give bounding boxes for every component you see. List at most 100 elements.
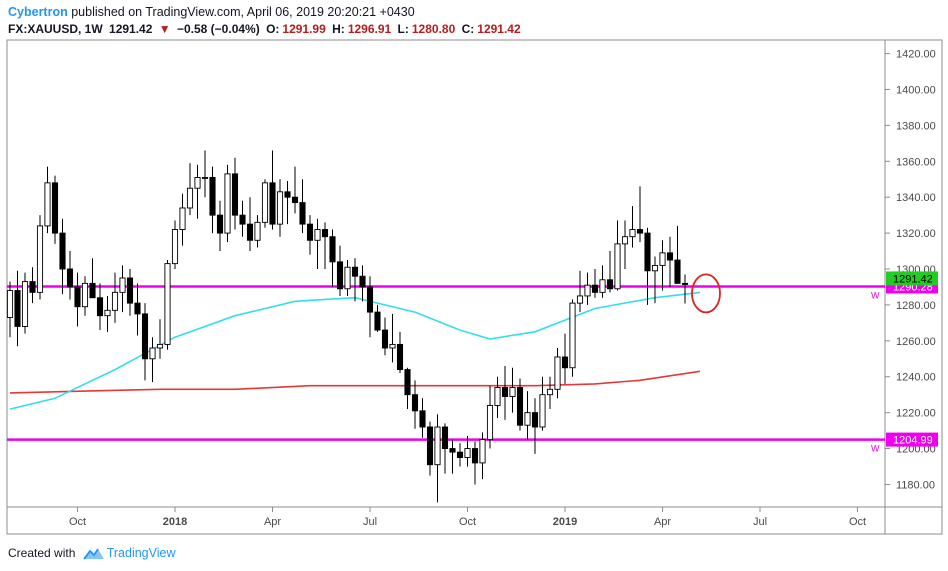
hline-price-label: 1204.99: [893, 435, 933, 447]
candle-body: [651, 264, 659, 272]
x-tick-label: Jul: [363, 516, 377, 528]
candle-body: [336, 261, 344, 290]
candle-body: [576, 295, 584, 304]
x-tick-label: 2018: [163, 516, 187, 528]
symbol-label: FX:XAUUSD, 1W: [8, 22, 103, 36]
candle-body: [44, 182, 51, 227]
candle-body: [464, 448, 471, 458]
candle-body: [584, 284, 591, 297]
candle-body: [284, 191, 291, 198]
candle-body: [239, 214, 246, 225]
candle-body: [66, 268, 74, 288]
candle-body: [501, 387, 509, 397]
ma-slow-line: [9, 370, 701, 394]
x-tick-label: Oct: [849, 516, 866, 528]
candle-body: [539, 394, 546, 428]
candle-body: [111, 291, 119, 311]
high-label: H:: [332, 22, 345, 36]
candle-body: [569, 302, 576, 369]
candle-body: [291, 196, 299, 204]
candle-body: [216, 214, 224, 234]
candle-body: [29, 281, 36, 293]
candle-body: [59, 232, 66, 270]
candle-body: [149, 347, 156, 360]
candle-body: [599, 279, 606, 293]
candle-body: [254, 221, 261, 241]
candle-body: [156, 343, 164, 349]
candle-body: [366, 286, 374, 313]
last-price-badge: [886, 271, 938, 286]
candle-body: [314, 229, 321, 241]
y-tick-label: 1360.00: [896, 156, 936, 168]
candle-body: [494, 387, 501, 406]
candle-body: [614, 243, 621, 290]
open-value: 1291.99: [282, 22, 326, 36]
candle-body: [396, 343, 404, 371]
candle-body: [6, 290, 14, 318]
publish-info: Cybertron published on TradingView.com, …: [8, 5, 415, 19]
candle-body: [509, 387, 516, 397]
close-label: C:: [461, 22, 475, 36]
candle-body: [591, 284, 599, 293]
x-tick-label: Jul: [753, 516, 767, 528]
candle-body: [126, 277, 134, 304]
candle-body: [81, 282, 89, 308]
candle-body: [321, 229, 329, 238]
candle-body: [659, 252, 666, 266]
hline-marker: W: [871, 290, 880, 300]
down-arrow-icon: ▼: [158, 22, 171, 36]
ohlc-legend: FX:XAUUSD, 1W 1291.42 ▼ −0.58 (−0.04%) O…: [8, 22, 524, 36]
candle-body: [164, 263, 171, 345]
y-tick-label: 1280.00: [896, 300, 936, 312]
candle-body: [411, 394, 419, 412]
publish-text: published on TradingView.com, April 06, …: [71, 5, 415, 19]
candle-body: [681, 282, 689, 285]
created-with-text: Created with: [8, 546, 76, 560]
candle-body: [621, 236, 629, 245]
candle-body: [269, 182, 276, 225]
candle-body: [636, 229, 644, 234]
x-tick-label: Apr: [264, 516, 281, 528]
candle-body: [471, 448, 479, 464]
candle-body: [479, 439, 486, 464]
author-link[interactable]: Cybertron: [8, 5, 68, 19]
y-tick-label: 1400.00: [896, 84, 936, 96]
candle-body: [119, 277, 126, 293]
candle-body: [201, 176, 209, 179]
candle-body: [389, 343, 396, 349]
candle-body: [404, 369, 411, 396]
ma-fast-line: [9, 291, 701, 410]
tradingview-link[interactable]: TradingView: [106, 546, 176, 560]
y-tick-label: 1420.00: [896, 49, 936, 61]
candle-body: [359, 275, 366, 288]
candle-body: [261, 182, 269, 223]
candle-body: [141, 313, 149, 360]
y-tick-label: 1180.00: [896, 479, 935, 491]
candle-body: [344, 266, 351, 290]
y-tick-label: 1320.00: [896, 228, 936, 240]
candle-body: [74, 286, 81, 308]
candle-body: [629, 229, 636, 238]
annotation-circle: [691, 273, 721, 314]
y-tick-label: 1240.00: [896, 372, 936, 384]
candle-body: [449, 448, 456, 453]
candle-body: [426, 426, 434, 466]
candle-body: [246, 223, 254, 241]
close-value: 1291.42: [477, 22, 521, 36]
high-value: 1296.91: [347, 22, 392, 36]
candle-body: [51, 182, 59, 234]
candle-body: [351, 266, 359, 277]
x-tick-label: Oct: [459, 516, 476, 528]
last-price: 1291.42: [109, 22, 153, 36]
candle-body: [36, 225, 44, 293]
candle-body: [134, 302, 141, 315]
candle-body: [456, 451, 464, 458]
candle-body: [486, 405, 494, 441]
candle-body: [381, 329, 389, 349]
x-tick-label: 2019: [553, 516, 577, 528]
tradingview-logo-icon: [82, 548, 104, 560]
candle-body: [329, 236, 336, 263]
candle-body: [104, 309, 111, 317]
candle-body: [21, 281, 29, 327]
